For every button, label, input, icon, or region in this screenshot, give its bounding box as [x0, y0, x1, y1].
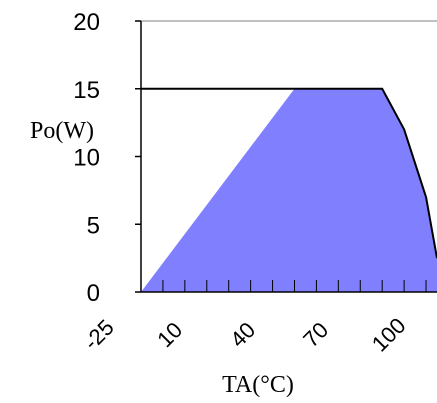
- x-tick-label: 100: [367, 313, 411, 357]
- y-tick-label: 15: [73, 77, 100, 104]
- plot-area: [135, 20, 437, 293]
- x-minor-ticks: [162, 280, 427, 292]
- area-fill: [141, 88, 437, 292]
- x-tick-label: -25: [79, 315, 119, 355]
- y-tick-labels: 0 5 10 15 20: [73, 9, 100, 307]
- y-tick-label: 5: [87, 212, 100, 239]
- y-tick-label: 20: [73, 9, 100, 36]
- x-tick-label: 10: [152, 317, 187, 352]
- x-tick-label: 40: [225, 317, 260, 352]
- y-tick-label: 0: [87, 280, 100, 307]
- x-tick-label: 70: [298, 317, 333, 352]
- x-tick-labels: -25 10 40 70 100: [79, 313, 411, 357]
- y-tick-label: 10: [73, 145, 100, 172]
- y-major-ticks: [135, 20, 141, 293]
- power-curve-line: [141, 87, 437, 259]
- x-axis-title: TA(°C): [222, 372, 294, 398]
- y-axis-title: Po(W): [30, 118, 94, 144]
